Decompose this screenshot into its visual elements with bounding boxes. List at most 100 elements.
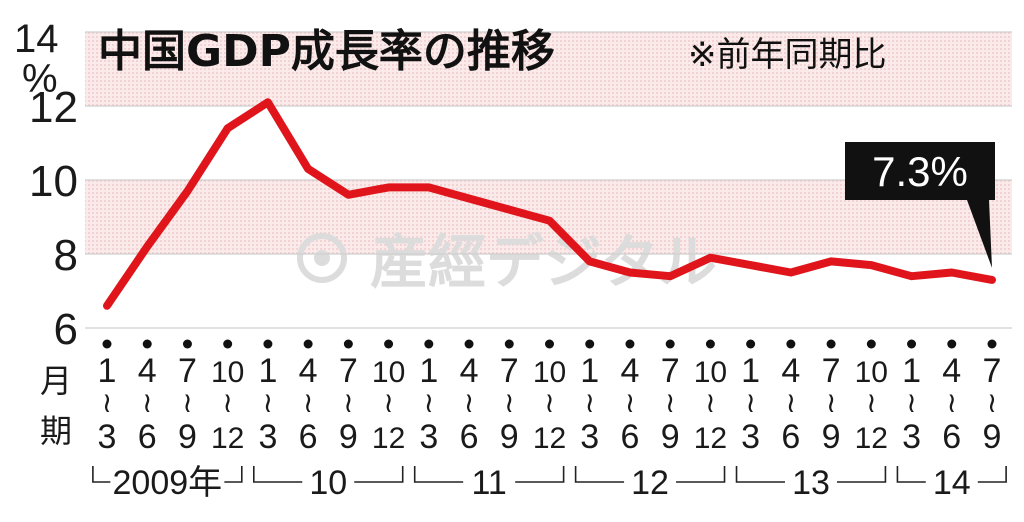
quarter-end-month: 12 bbox=[372, 422, 405, 455]
quarter-end-month: 9 bbox=[983, 418, 1002, 456]
quarter-start-month: 10 bbox=[372, 356, 405, 389]
quarter-end-month: 12 bbox=[533, 422, 566, 455]
quarter-dot bbox=[987, 339, 997, 349]
data-point bbox=[385, 183, 393, 191]
quarter-end-month: 3 bbox=[419, 418, 438, 456]
quarter-start-month: 7 bbox=[822, 352, 841, 390]
quarter-start-month: 10 bbox=[533, 356, 566, 389]
quarter-dot bbox=[343, 339, 353, 349]
quarter-dot bbox=[786, 339, 796, 349]
quarter-end-month: 9 bbox=[661, 418, 680, 456]
data-point bbox=[988, 276, 996, 284]
year-bracket: 12 bbox=[574, 464, 726, 502]
y-tick-label: 6 bbox=[54, 305, 78, 354]
quarter-end-month: 3 bbox=[258, 418, 277, 456]
data-point bbox=[143, 243, 151, 251]
quarter-end-month: 12 bbox=[694, 422, 727, 455]
quarter-dot bbox=[464, 339, 474, 349]
range-tilde: ≀ bbox=[866, 386, 877, 419]
data-point bbox=[666, 272, 674, 280]
year-label: 13 bbox=[792, 464, 830, 502]
range-tilde: ≀ bbox=[222, 386, 233, 419]
quarter-label: 7≀9 bbox=[661, 352, 680, 456]
bracket-left bbox=[413, 466, 464, 483]
bracket-left bbox=[252, 466, 303, 483]
quarter-label: 1≀3 bbox=[902, 352, 921, 456]
bracket-right bbox=[224, 466, 243, 483]
year-label: 12 bbox=[631, 464, 669, 502]
range-tilde: ≀ bbox=[625, 386, 636, 419]
quarter-dot bbox=[223, 339, 233, 349]
watermark: 産經デジタル bbox=[297, 228, 717, 296]
quarter-dot bbox=[424, 339, 434, 349]
year-bracket: 10 bbox=[252, 464, 404, 502]
year-bracket: 11 bbox=[413, 464, 565, 502]
quarter-end-month: 12 bbox=[211, 422, 244, 455]
quarter-dot bbox=[545, 339, 554, 349]
quarter-label: 4≀6 bbox=[781, 352, 800, 456]
quarter-label: 4≀6 bbox=[620, 352, 639, 456]
quarter-label: 1≀3 bbox=[98, 352, 117, 456]
quarter-label: 4≀6 bbox=[299, 352, 318, 456]
range-tilde: ≀ bbox=[464, 386, 475, 419]
quarter-start-month: 1 bbox=[580, 352, 599, 390]
quarter-start-month: 4 bbox=[781, 352, 800, 390]
quarter-label: 1≀3 bbox=[741, 352, 760, 456]
year-label: 14 bbox=[933, 464, 971, 502]
bracket-left bbox=[735, 466, 785, 483]
quarter-label: 10≀12 bbox=[855, 356, 888, 455]
quarter-end-month: 12 bbox=[855, 422, 888, 455]
quarter-label: 1≀3 bbox=[258, 352, 277, 456]
quarter-label: 7≀9 bbox=[339, 352, 358, 456]
quarter-end-month: 9 bbox=[822, 418, 841, 456]
quarter-start-month: 10 bbox=[694, 356, 727, 389]
watermark-text: 産經デジタル bbox=[370, 228, 717, 296]
data-point bbox=[948, 269, 956, 276]
quarter-start-month: 7 bbox=[983, 352, 1002, 390]
data-point bbox=[344, 191, 352, 199]
range-tilde: ≀ bbox=[584, 386, 595, 419]
quarter-start-month: 7 bbox=[339, 352, 358, 390]
range-tilde: ≀ bbox=[303, 386, 314, 419]
quarter-start-month: 1 bbox=[419, 352, 438, 390]
year-label: 11 bbox=[472, 464, 507, 502]
year-bracket: 2009年 bbox=[92, 464, 243, 502]
callout-box bbox=[845, 142, 995, 200]
quarter-dot bbox=[826, 339, 836, 349]
quarter-dot bbox=[746, 339, 756, 349]
quarter-end-month: 9 bbox=[339, 418, 358, 456]
quarter-dot bbox=[947, 339, 957, 349]
data-point bbox=[304, 165, 312, 173]
quarter-start-month: 1 bbox=[902, 352, 921, 390]
range-tilde: ≀ bbox=[424, 386, 435, 419]
data-point bbox=[224, 124, 232, 132]
quarter-end-month: 6 bbox=[620, 418, 639, 456]
y-unit-top: 14 bbox=[14, 17, 59, 61]
data-point bbox=[425, 183, 433, 191]
quarter-dot bbox=[182, 339, 192, 349]
quarter-end-month: 3 bbox=[741, 418, 760, 456]
range-tilde: ≀ bbox=[343, 386, 354, 419]
y-tick-label: 10 bbox=[29, 157, 78, 206]
shaded-band-1 bbox=[85, 32, 1012, 106]
data-point bbox=[827, 257, 835, 265]
range-tilde: ≀ bbox=[826, 386, 837, 419]
year-bracket: 14 bbox=[896, 464, 1007, 502]
quarter-dot bbox=[665, 339, 675, 349]
bracket-right bbox=[977, 466, 1007, 483]
quarter-dot bbox=[907, 339, 917, 349]
quarter-end-month: 9 bbox=[178, 418, 197, 456]
quarter-end-month: 3 bbox=[902, 418, 921, 456]
range-tilde: ≀ bbox=[142, 386, 153, 419]
callout-label: 7.3% bbox=[872, 148, 968, 195]
quarter-start-month: 4 bbox=[620, 352, 639, 390]
quarter-label: 10≀12 bbox=[533, 356, 566, 455]
y-unit-percent: % bbox=[22, 57, 58, 101]
quarter-label: 7≀9 bbox=[983, 352, 1002, 456]
quarter-label: 1≀3 bbox=[419, 352, 438, 456]
range-tilde: ≀ bbox=[987, 386, 998, 419]
range-tilde: ≀ bbox=[504, 386, 515, 419]
range-tilde: ≀ bbox=[182, 386, 193, 419]
quarter-end-month: 6 bbox=[299, 418, 318, 456]
